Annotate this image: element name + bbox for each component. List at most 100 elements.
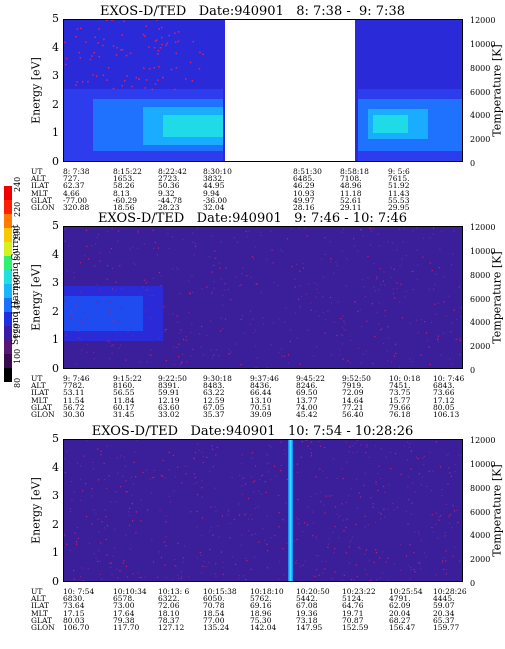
noise-dot [206,335,208,337]
table-cell: 73.64 [63,601,85,611]
noise-dot [398,301,401,303]
noise-dot [310,455,313,457]
noise-dot [341,503,343,505]
noise-dot [424,552,426,554]
noise-dot [161,43,163,46]
noise-dot [191,275,193,277]
noise-dot [135,532,137,534]
noise-dot [211,291,213,293]
noise-dot [73,569,75,572]
noise-dot [165,328,167,330]
noise-dot [211,271,213,273]
noise-dot [176,346,178,348]
noise-dot [341,343,344,345]
noise-dot [255,283,257,285]
noise-dot [437,337,439,339]
noise-dot [335,261,337,263]
noise-dot [104,527,106,529]
noise-dot [232,556,234,558]
noise-dot [112,87,115,90]
table-cell: 4445. [433,594,455,604]
noise-dot [365,452,367,454]
noise-dot [412,270,414,272]
noise-dot [274,535,276,537]
noise-dot [435,313,437,316]
noise-dot [312,511,314,513]
noise-dot [104,300,106,302]
noise-dot [461,455,463,457]
noise-dot [92,461,94,463]
noise-dot [441,231,443,233]
noise-dot [162,475,164,477]
noise-dot [364,526,366,528]
noise-dot [192,40,194,43]
noise-dot [336,334,338,337]
y-tick-label: 2 [52,517,59,531]
noise-dot [380,329,382,331]
noise-dot [364,569,366,571]
noise-dot [416,456,418,458]
noise-dot [73,277,75,279]
noise-dot [293,540,295,542]
table-cell: 106.13 [433,410,460,419]
noise-dot [268,471,270,473]
colorbar-segment [4,256,12,271]
noise-dot [239,475,241,477]
noise-dot [396,249,398,251]
noise-dot [185,473,187,475]
y-axis-label-energy: Energy [eV] [29,56,43,124]
noise-dot [250,276,252,278]
spectrogram-image [63,19,463,162]
noise-dot [241,454,243,456]
noise-dot [285,502,287,504]
noise-dot [215,454,217,456]
noise-dot [291,266,293,268]
noise-dot [240,363,242,366]
noise-dot [106,19,108,21]
table-cell: 1653. [113,174,135,184]
noise-dot [75,306,77,308]
table-cell: 8483. [203,381,225,391]
noise-dot [82,81,84,83]
noise-dot [107,313,109,315]
table-cell: 10:18:10 [250,587,284,596]
noise-dot [452,555,454,557]
noise-dot [227,288,229,291]
noise-dot [399,265,401,267]
noise-dot [201,487,203,489]
noise-dot [339,514,341,517]
y-tick-label: 0 [52,575,59,588]
noise-dot [196,510,198,513]
noise-dot [307,329,309,331]
noise-dot [142,33,145,36]
noise-dot [259,479,261,481]
noise-dot [437,302,439,304]
noise-dot [260,292,262,294]
noise-dot [211,448,214,450]
noise-dot [290,228,293,230]
noise-dot [243,477,245,479]
table-cell: 6322. [158,594,180,604]
row-label: UT [31,374,43,383]
noise-dot [107,67,110,69]
noise-dot [414,571,416,573]
noise-dot [154,40,157,42]
noise-dot [248,230,250,232]
noise-dot [270,230,272,232]
y2-tick-label: 6000 [470,294,491,304]
noise-dot [125,359,127,361]
noise-dot [138,577,140,579]
noise-dot [164,477,166,479]
noise-dot [138,78,140,80]
noise-dot [119,265,121,267]
noise-dot [450,475,452,477]
noise-dot [364,553,366,555]
noise-dot [454,471,456,473]
noise-dot [412,230,414,232]
noise-dot [444,535,446,537]
table-cell: 65.37 [433,615,455,625]
y2-tick-label: 0 [470,159,476,168]
noise-dot [455,338,457,340]
noise-dot [341,326,344,328]
noise-dot [425,332,427,334]
